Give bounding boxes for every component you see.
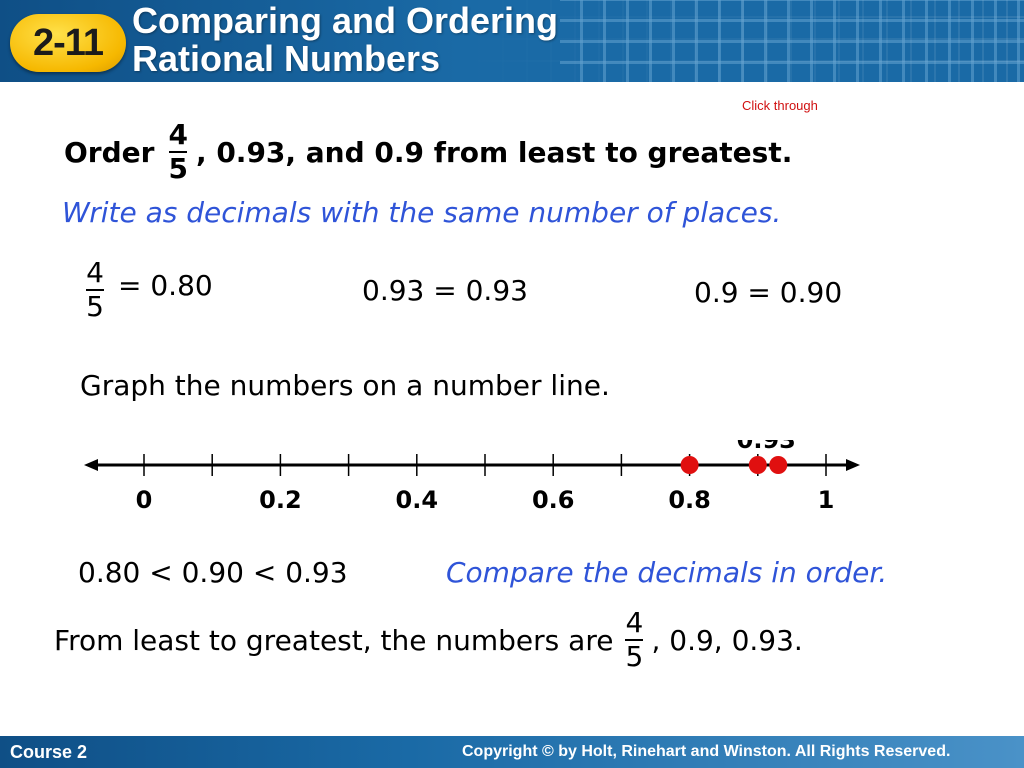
number-line-axis [84,459,860,471]
header-bar [0,0,1024,82]
lesson-number-badge: 2-11 [10,14,126,72]
fraction-bar [86,289,104,291]
data-point [680,456,699,474]
fraction-denominator: 5 [625,640,644,673]
footer-course-label: Course 2 [10,742,88,762]
conversion-fraction-result: = 0.80 [118,268,213,302]
page-title-line2: Rational Numbers [132,38,441,79]
conversion-third: 0.9 = 0.90 [694,276,843,309]
comparison-statement: 0.80 < 0.90 < 0.93 [78,556,348,589]
fraction-bar [169,151,188,153]
conversion-second: 0.93 = 0.93 [362,274,528,307]
conclusion-suffix: , 0.9, 0.93. [651,623,803,657]
number-line: 0 0.2 0.4 0.6 0.8 1 0.93 [84,440,860,514]
tick-label: 0 [136,486,153,514]
conversion-fraction: 4 5 = 0.80 [86,258,213,322]
fraction-denominator: 5 [168,152,188,185]
data-point [748,456,767,474]
fraction-denominator: 5 [86,290,104,323]
click-through-hint: Click through [742,98,818,113]
data-point [769,456,788,474]
header-grid-pattern [560,0,1024,82]
problem-statement: Order 4 5 , 0.93, and 0.9 from least to … [64,120,792,184]
conclusion-fraction: 4 5 [625,606,644,673]
problem-prefix: Order [64,135,155,169]
problem-fraction: 4 5 [168,120,187,184]
left-arrow-icon [84,459,98,471]
conclusion-prefix: From least to greatest, the numbers are [54,623,614,657]
footer-bar [0,736,1024,768]
tick-label: 0.4 [396,486,439,514]
point-label: 0.93 [737,440,796,454]
fraction-numerator: 4 [86,256,104,289]
conclusion-statement: From least to greatest, the numbers are … [54,608,803,672]
problem-suffix: , 0.93, and 0.9 from least to greatest. [195,135,793,169]
tick-label: 0.8 [668,486,711,514]
fraction-numerator: 4 [625,606,644,639]
fraction-numerator: 4 [168,118,188,151]
page-title-line1: Comparing and Ordering [132,0,559,41]
conversion-fraction-value: 4 5 [86,258,104,322]
tick-label: 0.2 [259,486,302,514]
fraction-bar [625,639,644,641]
tick-label: 1 [818,486,835,514]
tick-label: 0.6 [532,486,575,514]
right-arrow-icon [846,459,860,471]
step3-instruction: Compare the decimals in order. [446,556,888,589]
step2-instruction: Graph the numbers on a number line. [80,369,610,402]
step1-instruction: Write as decimals with the same number o… [62,196,782,229]
footer-copyright: Copyright © by Holt, Rinehart and Winsto… [462,743,951,760]
